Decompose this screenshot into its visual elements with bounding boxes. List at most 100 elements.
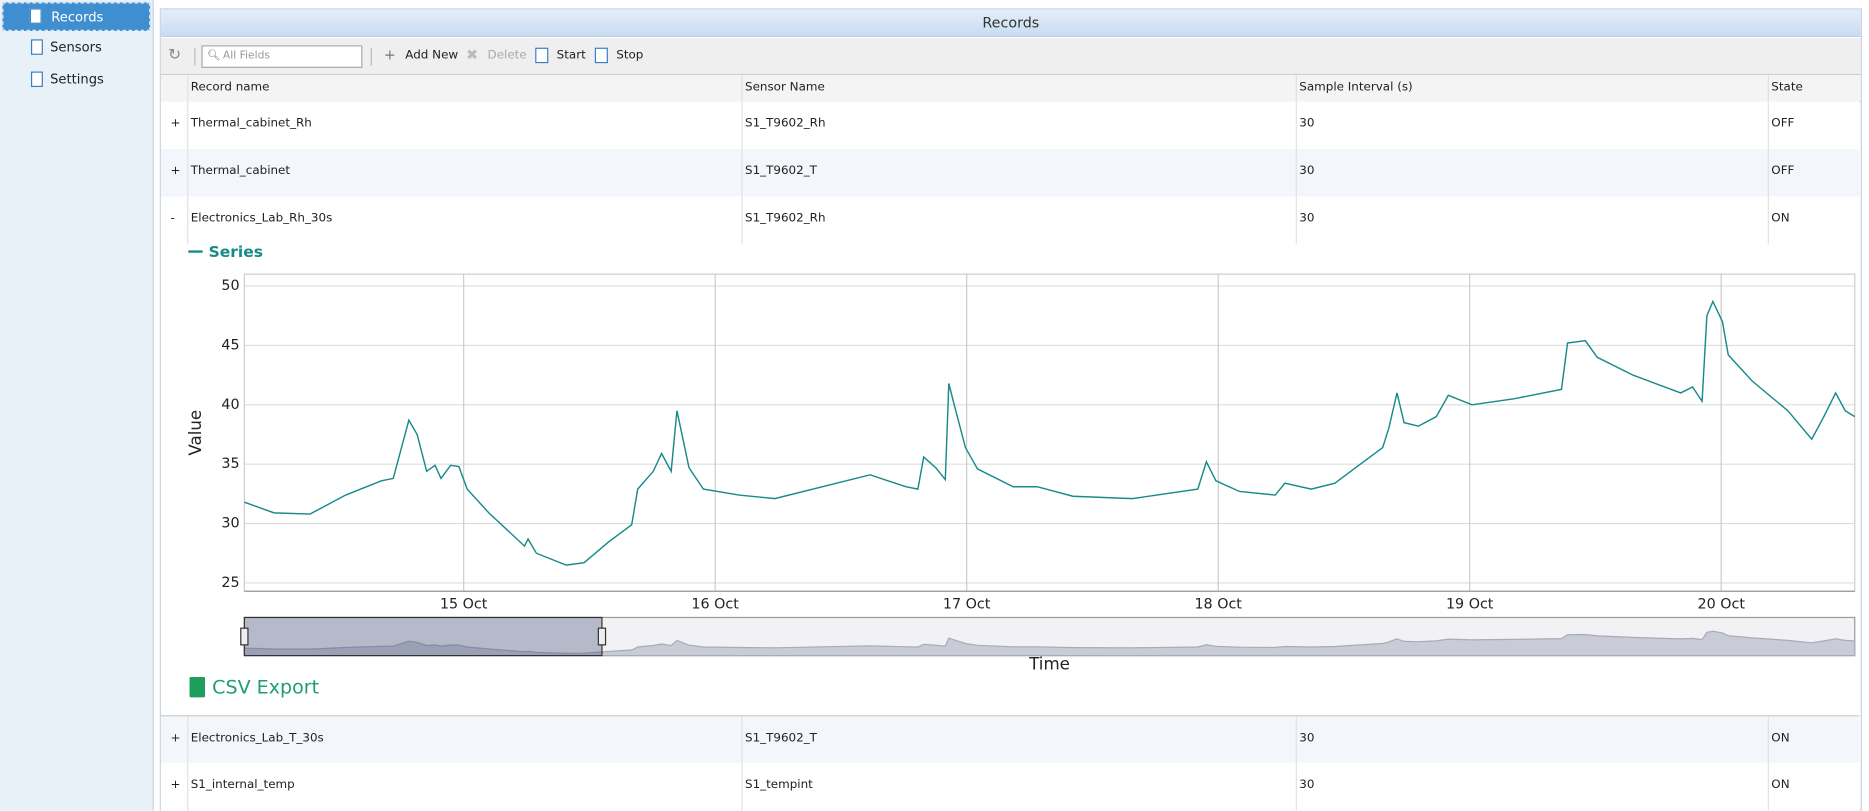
x-tick-label: 18 Oct [1194, 596, 1242, 612]
expand-toggle[interactable]: + [170, 778, 181, 792]
panel-title: Records [160, 9, 1861, 37]
x-tick-label: 20 Oct [1697, 596, 1745, 612]
data-line [244, 299, 1856, 566]
button-label: Delete [487, 48, 527, 62]
y-tick-label: 50 [221, 278, 239, 294]
table-row[interactable]: + Thermal_cabinet S1_T9602_T 30 OFF [160, 149, 1860, 197]
legend-label: Series [209, 244, 263, 261]
navigator-selection[interactable] [243, 616, 603, 657]
expand-toggle[interactable]: + [170, 164, 181, 178]
table-row[interactable]: + Electronics_Lab_T_30s S1_T9602_T 30 ON [160, 715, 1860, 765]
column-divider [1767, 101, 1769, 149]
table-cell: Electronics_Lab_T_30s [190, 731, 324, 745]
table-cell: 30 [1299, 731, 1315, 745]
toolbar-button[interactable]: + Add New [384, 46, 458, 65]
y-tick-label: 35 [221, 456, 239, 472]
button-icon [594, 47, 608, 64]
button-label: Stop [616, 48, 644, 62]
table-cell: ON [1771, 731, 1790, 745]
x-tick-label: 17 Oct [943, 596, 991, 612]
column-divider [741, 196, 743, 245]
x-tick-label: 15 Oct [440, 596, 488, 612]
csv-icon[interactable] [189, 677, 206, 698]
column-header[interactable]: Sample Interval (s) [1299, 81, 1413, 95]
column-divider [741, 149, 743, 197]
nav-label: Sensors [50, 39, 102, 55]
column-divider [1295, 196, 1297, 245]
column-divider [741, 762, 743, 811]
column-divider [741, 101, 743, 149]
chart: Series 25 30 35 40 45 50 15 Oct 16 Oct 17 Oct 18 O… [186, 244, 1856, 698]
csv-export-button[interactable]: CSV Export [212, 676, 319, 698]
column-divider [187, 762, 189, 811]
x-axis-label: Time [1028, 655, 1070, 674]
table-cell: 30 [1299, 164, 1315, 178]
toolbar-button[interactable]: Start [535, 46, 586, 65]
button-icon [535, 47, 549, 64]
table-header: Record name Sensor Name Sample Interval (s… [160, 75, 1861, 103]
column-divider [1295, 716, 1297, 765]
column-header[interactable]: State [1771, 81, 1803, 95]
x-tick-label: 19 Oct [1446, 596, 1494, 612]
column-divider [741, 716, 743, 765]
nav-item[interactable]: Settings [2, 66, 150, 95]
nav-item[interactable]: Sensors [2, 33, 150, 62]
table-cell: S1_T9602_Rh [745, 116, 826, 130]
page-icon [30, 39, 43, 55]
column-header[interactable]: Record name [190, 81, 270, 95]
navigator-series [243, 630, 1856, 657]
y-tick-label: 30 [221, 516, 239, 532]
toolbar-button[interactable]: Stop [594, 46, 644, 65]
navigator-handle[interactable] [240, 627, 249, 646]
sidebar: Records Sensors Settings [0, 0, 154, 811]
y-tick-label: 45 [221, 337, 239, 353]
column-divider [1767, 762, 1769, 811]
table-cell: ON [1771, 778, 1790, 792]
table-cell: 30 [1299, 116, 1315, 130]
button-label: Add New [405, 48, 459, 62]
table-cell: OFF [1771, 164, 1795, 178]
column-divider [1767, 149, 1769, 197]
table-row[interactable]: + S1_internal_temp S1_tempint 30 ON [160, 762, 1860, 811]
column-divider [1295, 762, 1297, 811]
button-icon: ✖ [466, 46, 479, 64]
table-cell: S1_internal_temp [190, 778, 295, 792]
column-header[interactable]: Sensor Name [745, 81, 825, 95]
column-divider [187, 196, 189, 245]
table-cell: S1_T9602_Rh [745, 212, 826, 226]
navigator-handle[interactable] [597, 627, 607, 646]
column-divider [187, 716, 189, 765]
column-divider [1767, 716, 1769, 765]
expand-toggle[interactable]: + [170, 731, 181, 745]
table-cell: OFF [1771, 116, 1795, 130]
table-cell: Thermal_cabinet_Rh [190, 116, 312, 130]
table-cell: Thermal_cabinet [190, 164, 291, 178]
page-icon [30, 71, 43, 88]
column-divider [187, 149, 189, 197]
expand-toggle[interactable]: + [170, 116, 181, 130]
table-cell: 30 [1299, 212, 1315, 226]
table-cell: Electronics_Lab_Rh_30s [190, 212, 333, 226]
column-divider [1295, 101, 1297, 149]
column-divider [1295, 75, 1297, 103]
button-icon: + [383, 46, 396, 64]
column-divider [741, 75, 743, 103]
x-tick-label: 16 Oct [691, 596, 739, 612]
search-box[interactable]: 🔍︎ All Fields [201, 45, 363, 68]
column-divider [1295, 149, 1297, 197]
table-row[interactable]: + Thermal_cabinet_Rh S1_T9602_Rh 30 OFF [160, 101, 1860, 149]
column-divider [1767, 196, 1769, 245]
expand-toggle[interactable]: - [170, 212, 175, 226]
column-divider [1767, 75, 1769, 103]
refresh-button[interactable]: ↻ [168, 46, 182, 65]
search-placeholder: All Fields [222, 50, 270, 62]
toolbar: ↻ 🔍︎ All Fields + Add New ✖ Delete Start Stop [160, 38, 1861, 76]
column-divider [187, 101, 189, 149]
nav-label: Settings [50, 71, 104, 88]
table-row[interactable]: - Electronics_Lab_Rh_30s S1_T9602_Rh 30 ON [160, 196, 1860, 245]
table-cell: ON [1771, 212, 1790, 226]
plot-frame [243, 273, 1856, 592]
page-icon [29, 8, 42, 24]
nav-item[interactable]: Records [2, 2, 151, 31]
y-tick-label: 40 [221, 397, 239, 413]
